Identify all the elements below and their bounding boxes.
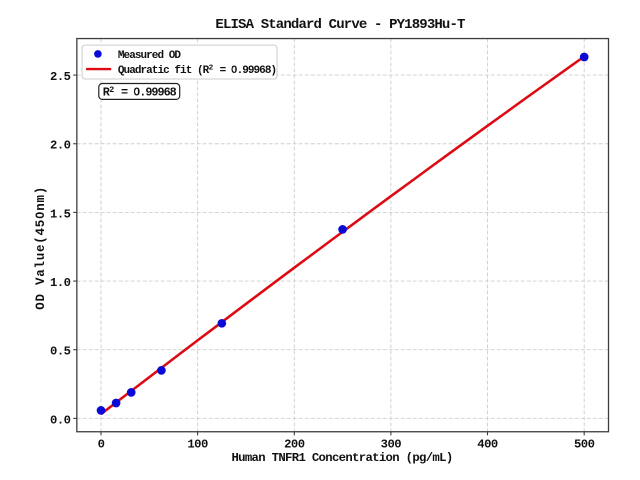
svg-text:2: 2 xyxy=(109,86,114,95)
svg-text:400: 400 xyxy=(477,438,498,452)
svg-text:0.5: 0.5 xyxy=(50,345,71,359)
svg-text:2: 2 xyxy=(209,65,214,73)
svg-text:200: 200 xyxy=(284,438,305,452)
svg-text:2.0: 2.0 xyxy=(50,139,71,153)
svg-text:0: 0 xyxy=(98,438,105,452)
svg-text:0.0: 0.0 xyxy=(50,413,71,427)
svg-text:R = 0.99968: R = 0.99968 xyxy=(103,86,177,100)
svg-text:100: 100 xyxy=(187,438,208,452)
svg-text:300: 300 xyxy=(381,438,402,452)
svg-text:500: 500 xyxy=(574,438,595,452)
svg-text:OD Value(450nm): OD Value(450nm) xyxy=(34,186,48,310)
svg-text:Human TNFR1 Concentration (pg/: Human TNFR1 Concentration (pg/mL) xyxy=(231,451,452,465)
svg-text:1.0: 1.0 xyxy=(50,276,71,290)
svg-text:Quadratic fit (R = 0.99968): Quadratic fit (R = 0.99968) xyxy=(118,65,276,77)
svg-text:Measured OD: Measured OD xyxy=(118,50,182,62)
svg-text:ELISA Standard Curve - PY1893H: ELISA Standard Curve - PY1893Hu-T xyxy=(215,17,465,33)
svg-text:1.5: 1.5 xyxy=(50,207,71,221)
svg-text:2.5: 2.5 xyxy=(50,70,71,84)
